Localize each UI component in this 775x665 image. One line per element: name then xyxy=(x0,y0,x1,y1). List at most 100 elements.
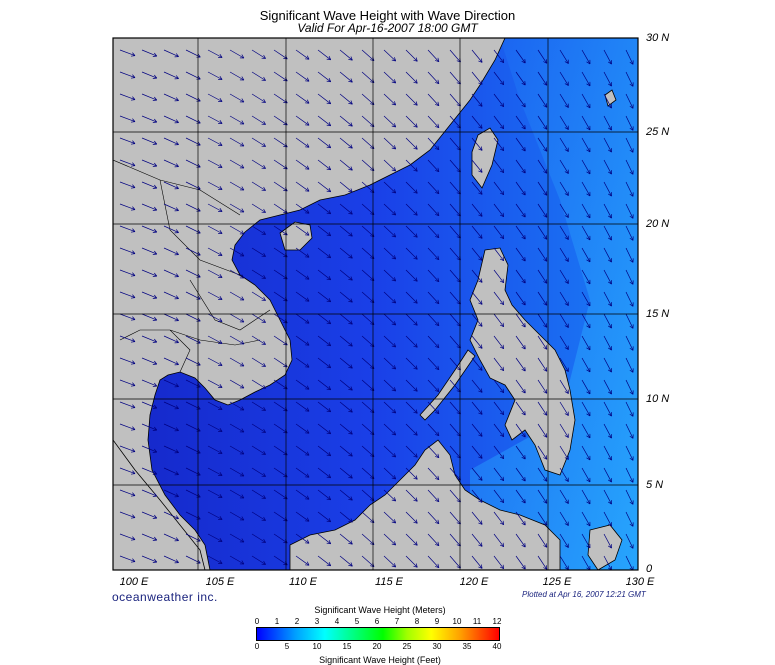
meters-tick: 11 xyxy=(472,617,482,626)
wave-arrow xyxy=(251,71,266,81)
wave-arrow-head xyxy=(391,81,396,84)
wave-arrow xyxy=(603,335,612,351)
wave-arrow-head xyxy=(521,170,526,174)
wave-arrow xyxy=(493,357,504,371)
wave-arrow-head xyxy=(391,169,396,172)
wave-arrow xyxy=(361,269,375,281)
wave-arrow-head xyxy=(543,83,547,86)
wave-arrow xyxy=(427,93,440,106)
wave-arrow-head xyxy=(175,405,179,409)
wave-arrow-head xyxy=(391,433,396,436)
wave-arrow xyxy=(229,533,245,543)
wave-arrow xyxy=(581,93,591,109)
wave-arrow xyxy=(119,291,136,298)
wave-arrow xyxy=(273,533,288,544)
wave-arrow xyxy=(515,467,526,482)
wave-arrow-head xyxy=(154,448,158,453)
wave-arrow xyxy=(383,489,396,502)
wave-arrow xyxy=(207,357,223,366)
wave-arrow xyxy=(581,115,591,131)
wave-arrow xyxy=(603,401,612,417)
wave-arrow-head xyxy=(241,164,245,169)
wave-arrow-head xyxy=(130,385,136,387)
wave-arrow xyxy=(317,203,331,215)
wave-arrow-head xyxy=(304,520,310,522)
wave-arrow-head xyxy=(304,564,310,566)
wave-arrow xyxy=(603,137,612,153)
wave-arrow xyxy=(141,423,157,431)
wave-arrow xyxy=(361,225,375,237)
wave-arrow-head xyxy=(306,209,310,214)
wave-arrow xyxy=(207,467,223,476)
wave-arrow xyxy=(273,335,288,346)
wave-arrow xyxy=(273,423,288,434)
wave-arrow-head xyxy=(350,430,353,435)
lat-label-0: 0 xyxy=(646,563,653,575)
wave-arrow xyxy=(339,533,353,545)
wave-arrow-head xyxy=(478,148,483,151)
feet-tick: 30 xyxy=(432,642,442,651)
wave-arrow-head xyxy=(391,191,396,194)
wave-arrow-head xyxy=(241,98,245,103)
wave-arrow-head xyxy=(350,232,353,237)
wave-arrow xyxy=(581,555,591,570)
wave-arrow-head xyxy=(629,545,634,549)
wave-arrow-head xyxy=(348,565,353,567)
wave-arrow xyxy=(317,445,331,457)
wave-arrow xyxy=(625,247,634,263)
wave-arrow-head xyxy=(219,296,223,300)
wave-arrow-head xyxy=(197,295,201,300)
wave-arrow-head xyxy=(241,450,245,455)
wave-arrow xyxy=(427,445,440,458)
wave-arrow-head xyxy=(415,57,418,62)
wave-arrow xyxy=(449,445,461,459)
wave-arrow xyxy=(537,313,548,328)
wave-arrow-head xyxy=(130,319,136,321)
wave-arrow xyxy=(163,423,179,431)
wave-arrow-head xyxy=(481,344,483,349)
wave-arrow-head xyxy=(394,321,397,326)
wave-arrow-head xyxy=(348,125,353,127)
wave-arrow-head xyxy=(413,81,418,84)
wave-arrow xyxy=(361,401,375,413)
wave-arrow-head xyxy=(413,147,418,150)
wave-arrow xyxy=(559,71,569,86)
wave-arrow xyxy=(207,533,223,542)
wave-arrow-head xyxy=(175,537,179,541)
wave-arrow-head xyxy=(415,409,418,414)
wave-arrow-head xyxy=(413,521,418,524)
wave-arrow xyxy=(141,533,157,541)
wave-arrow xyxy=(471,555,483,569)
lon-label-125: 125 E xyxy=(542,576,572,588)
wave-arrow-head xyxy=(434,192,440,195)
wave-arrow xyxy=(295,401,310,412)
wave-arrow-head xyxy=(502,80,505,85)
wave-arrow-head xyxy=(543,435,547,438)
wave-arrow-head xyxy=(629,127,634,131)
wave-arrow xyxy=(295,203,310,214)
wave-arrow xyxy=(405,71,418,84)
wave-arrow xyxy=(603,291,612,307)
wave-arrow-head xyxy=(394,541,397,546)
wave-arrow xyxy=(141,93,157,101)
wave-arrow-head xyxy=(197,163,201,168)
wave-arrow-head xyxy=(263,76,266,81)
wave-arrow xyxy=(317,291,331,303)
wave-arrow xyxy=(317,511,331,523)
wave-arrow xyxy=(141,181,157,189)
wave-arrow xyxy=(361,49,375,61)
wave-arrow-head xyxy=(132,360,136,364)
wave-arrow xyxy=(163,357,179,365)
wave-arrow xyxy=(229,269,245,279)
wave-arrow-head xyxy=(481,80,483,85)
wave-arrow xyxy=(251,533,266,543)
wave-arrow xyxy=(317,357,331,369)
wave-arrow xyxy=(405,181,418,194)
land-palawan xyxy=(419,349,476,421)
wave-arrow-head xyxy=(437,497,440,502)
wave-arrow xyxy=(449,511,461,525)
wave-arrow xyxy=(515,269,526,284)
wave-arrow-head xyxy=(415,277,418,282)
wave-arrow-head xyxy=(241,538,245,543)
wave-arrow-head xyxy=(502,498,505,503)
